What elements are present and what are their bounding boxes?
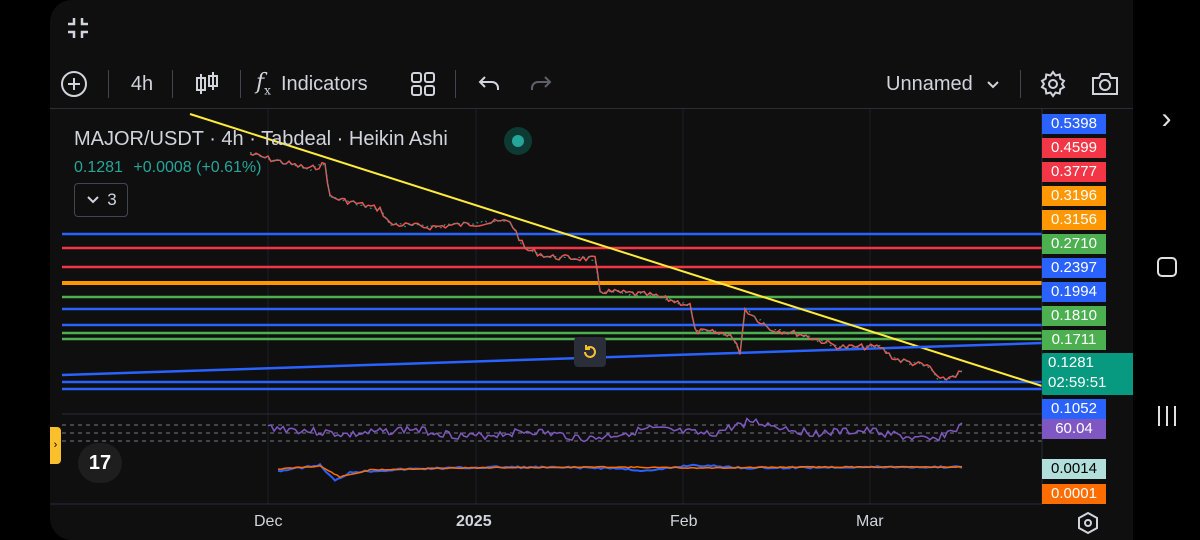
home-button[interactable] — [1133, 256, 1200, 283]
chevron-right-icon[interactable]: › — [1161, 102, 1172, 135]
hexagon-icon — [1078, 511, 1098, 535]
macd-value-label: 0.0014 — [1042, 459, 1106, 479]
time-label: Feb — [670, 513, 698, 530]
settings-button[interactable] — [1036, 60, 1070, 108]
undo-button[interactable] — [474, 60, 504, 108]
current-price-label: 0.1281 02:59:51 — [1042, 353, 1133, 395]
price-axis-label: 0.1810 — [1042, 306, 1106, 326]
rsi-value-label: 60.04 — [1042, 419, 1106, 439]
time-settings-button[interactable] — [1076, 511, 1100, 535]
price-change-row: 0.1281 +0.0008 (+0.61%) — [74, 159, 448, 177]
price-axis-label: 0.3196 — [1042, 186, 1106, 206]
chart-app: 4h fx Indicators — [50, 0, 1133, 540]
divider — [108, 70, 109, 98]
price-axis-label: 0.5398 — [1042, 114, 1106, 134]
fx-icon: fx — [256, 70, 271, 98]
time-label: Mar — [856, 513, 884, 530]
replay-icon — [584, 345, 596, 358]
top-toolbar: 4h fx Indicators — [50, 60, 1133, 109]
price-axis-label: 0.1052 — [1042, 399, 1106, 419]
rsi-line — [267, 417, 963, 443]
divider — [240, 70, 241, 98]
plus-circle-icon — [61, 71, 87, 97]
macd-value-label: 0.0001 — [1042, 484, 1106, 504]
price-axis-label: 0.4599 — [1042, 138, 1106, 158]
camera-icon — [1092, 73, 1118, 95]
side-panel-handle[interactable]: › — [50, 427, 61, 464]
price-axis-label: 0.3777 — [1042, 162, 1106, 182]
time-label: 2025 — [456, 513, 492, 530]
price-axis-label: 0.3156 — [1042, 210, 1106, 230]
chart-canvas[interactable] — [50, 109, 1133, 540]
indicators-toggle[interactable]: 3 — [74, 183, 128, 217]
indicators-button[interactable]: fx Indicators — [256, 60, 386, 108]
price-axis-label: 0.2710 — [1042, 234, 1106, 254]
chevron-down-icon — [987, 81, 999, 89]
undo-icon — [478, 76, 499, 90]
time-label: Dec — [254, 513, 283, 530]
divider — [1020, 70, 1021, 98]
indicators-label: Indicators — [280, 72, 368, 95]
chart-pane[interactable]: › 17 Dec 2025 Feb Mar 0.5398 0.4599 0.3777… — [50, 109, 1133, 540]
layout-name: Unnamed — [886, 72, 973, 95]
candles-icon — [196, 72, 218, 94]
templates-button[interactable] — [406, 60, 440, 108]
recents-button[interactable] — [1133, 404, 1200, 433]
price-series — [249, 152, 963, 381]
price-axis-label: 0.1994 — [1042, 282, 1106, 302]
square-icon — [1156, 257, 1177, 277]
grid-icon — [411, 72, 435, 96]
last-price: 0.1281 — [74, 159, 123, 176]
layout-name-button[interactable]: Unnamed — [886, 60, 1010, 108]
replay-button[interactable] — [574, 337, 606, 367]
redo-icon — [531, 76, 552, 90]
symbol-legend: MAJOR/USDT · 4h · Tabdeal · Heikin Ashi … — [74, 128, 448, 217]
market-status-icon[interactable] — [504, 127, 532, 155]
bar-countdown: 02:59:51 — [1048, 374, 1107, 391]
macd-line — [277, 462, 963, 482]
divider — [455, 70, 456, 98]
interval-button[interactable]: 4h — [130, 72, 154, 95]
price-series-up — [249, 151, 963, 383]
signal-line — [277, 465, 963, 479]
price-change: +0.0008 (+0.61%) — [133, 159, 262, 176]
redo-button[interactable] — [526, 60, 556, 108]
current-price: 0.1281 — [1048, 354, 1094, 371]
chevron-down-icon — [87, 196, 99, 204]
price-axis-label: 0.1711 — [1042, 330, 1106, 350]
snapshot-button[interactable] — [1088, 60, 1122, 108]
indicators-count: 3 — [107, 190, 117, 209]
gear-icon — [1040, 70, 1066, 98]
trendline-down — [189, 113, 1043, 387]
logo-icon: 17 — [78, 443, 122, 483]
add-symbol-button[interactable] — [58, 60, 90, 108]
price-axis-label: 0.2397 — [1042, 258, 1106, 278]
divider — [172, 70, 173, 98]
trendline-up — [61, 341, 1043, 377]
chart-type-button[interactable] — [190, 60, 224, 108]
symbol-title[interactable]: MAJOR/USDT · 4h · Tabdeal · Heikin Ashi — [74, 128, 448, 150]
system-nav-bar: › — [1133, 0, 1200, 540]
recents-icon — [1157, 406, 1176, 426]
collapse-icon[interactable] — [64, 14, 92, 42]
